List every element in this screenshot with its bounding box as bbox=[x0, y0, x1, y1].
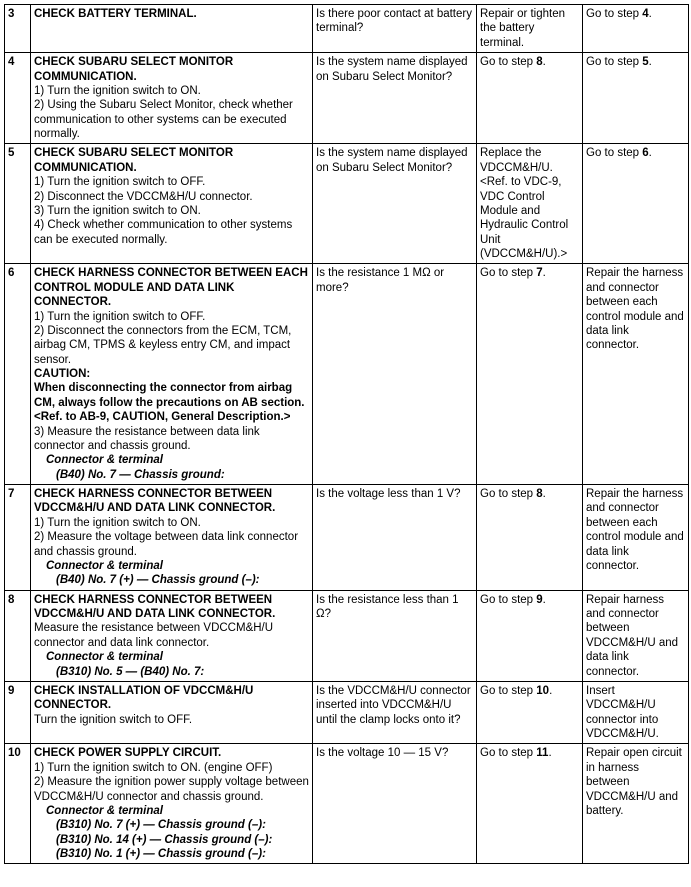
no-cell: Go to step 6. bbox=[583, 144, 689, 264]
procedure-cell: CHECK HARNESS CONNECTOR BETWEEN VDCCM&H/… bbox=[31, 590, 313, 681]
yes-cell: Repair or tighten the battery terminal. bbox=[477, 5, 583, 53]
no-cell: Repair harness and connector between VDC… bbox=[583, 590, 689, 681]
step-number: 3 bbox=[5, 5, 31, 53]
yes-cell: Go to step 10. bbox=[477, 681, 583, 744]
no-cell: Repair open circuit in harness between V… bbox=[583, 744, 689, 864]
step-number: 9 bbox=[5, 681, 31, 744]
diagnostic-table: 3CHECK BATTERY TERMINAL.Is there poor co… bbox=[4, 4, 689, 864]
yes-cell: Go to step 11. bbox=[477, 744, 583, 864]
check-cell: Is there poor contact at battery termina… bbox=[313, 5, 477, 53]
yes-cell: Go to step 8. bbox=[477, 485, 583, 591]
no-cell: Go to step 5. bbox=[583, 53, 689, 144]
check-cell: Is the system name displayed on Subaru S… bbox=[313, 144, 477, 264]
procedure-cell: CHECK POWER SUPPLY CIRCUIT.1) Turn the i… bbox=[31, 744, 313, 864]
no-cell: Repair the harness and connector between… bbox=[583, 485, 689, 591]
check-cell: Is the voltage less than 1 V? bbox=[313, 485, 477, 591]
check-cell: Is the voltage 10 — 15 V? bbox=[313, 744, 477, 864]
no-cell: Insert VDCCM&H/U connector into VDCCM&H/… bbox=[583, 681, 689, 744]
procedure-cell: CHECK SUBARU SELECT MONITOR COMMUNICATIO… bbox=[31, 53, 313, 144]
procedure-cell: CHECK HARNESS CONNECTOR BETWEEN EACH CON… bbox=[31, 264, 313, 485]
yes-cell: Go to step 7. bbox=[477, 264, 583, 485]
step-number: 7 bbox=[5, 485, 31, 591]
step-number: 5 bbox=[5, 144, 31, 264]
procedure-cell: CHECK INSTALLATION OF VDCCM&H/U CONNECTO… bbox=[31, 681, 313, 744]
check-cell: Is the system name displayed on Subaru S… bbox=[313, 53, 477, 144]
yes-cell: Replace the VDCCM&H/U. <Ref. to VDC-9, V… bbox=[477, 144, 583, 264]
yes-cell: Go to step 8. bbox=[477, 53, 583, 144]
procedure-cell: CHECK SUBARU SELECT MONITOR COMMUNICATIO… bbox=[31, 144, 313, 264]
check-cell: Is the VDCCM&H/U connector inserted into… bbox=[313, 681, 477, 744]
step-number: 10 bbox=[5, 744, 31, 864]
step-number: 4 bbox=[5, 53, 31, 144]
no-cell: Repair the harness and connector between… bbox=[583, 264, 689, 485]
step-number: 8 bbox=[5, 590, 31, 681]
yes-cell: Go to step 9. bbox=[477, 590, 583, 681]
check-cell: Is the resistance 1 MΩ or more? bbox=[313, 264, 477, 485]
check-cell: Is the resistance less than 1 Ω? bbox=[313, 590, 477, 681]
step-number: 6 bbox=[5, 264, 31, 485]
no-cell: Go to step 4. bbox=[583, 5, 689, 53]
procedure-cell: CHECK HARNESS CONNECTOR BETWEEN VDCCM&H/… bbox=[31, 485, 313, 591]
procedure-cell: CHECK BATTERY TERMINAL. bbox=[31, 5, 313, 53]
